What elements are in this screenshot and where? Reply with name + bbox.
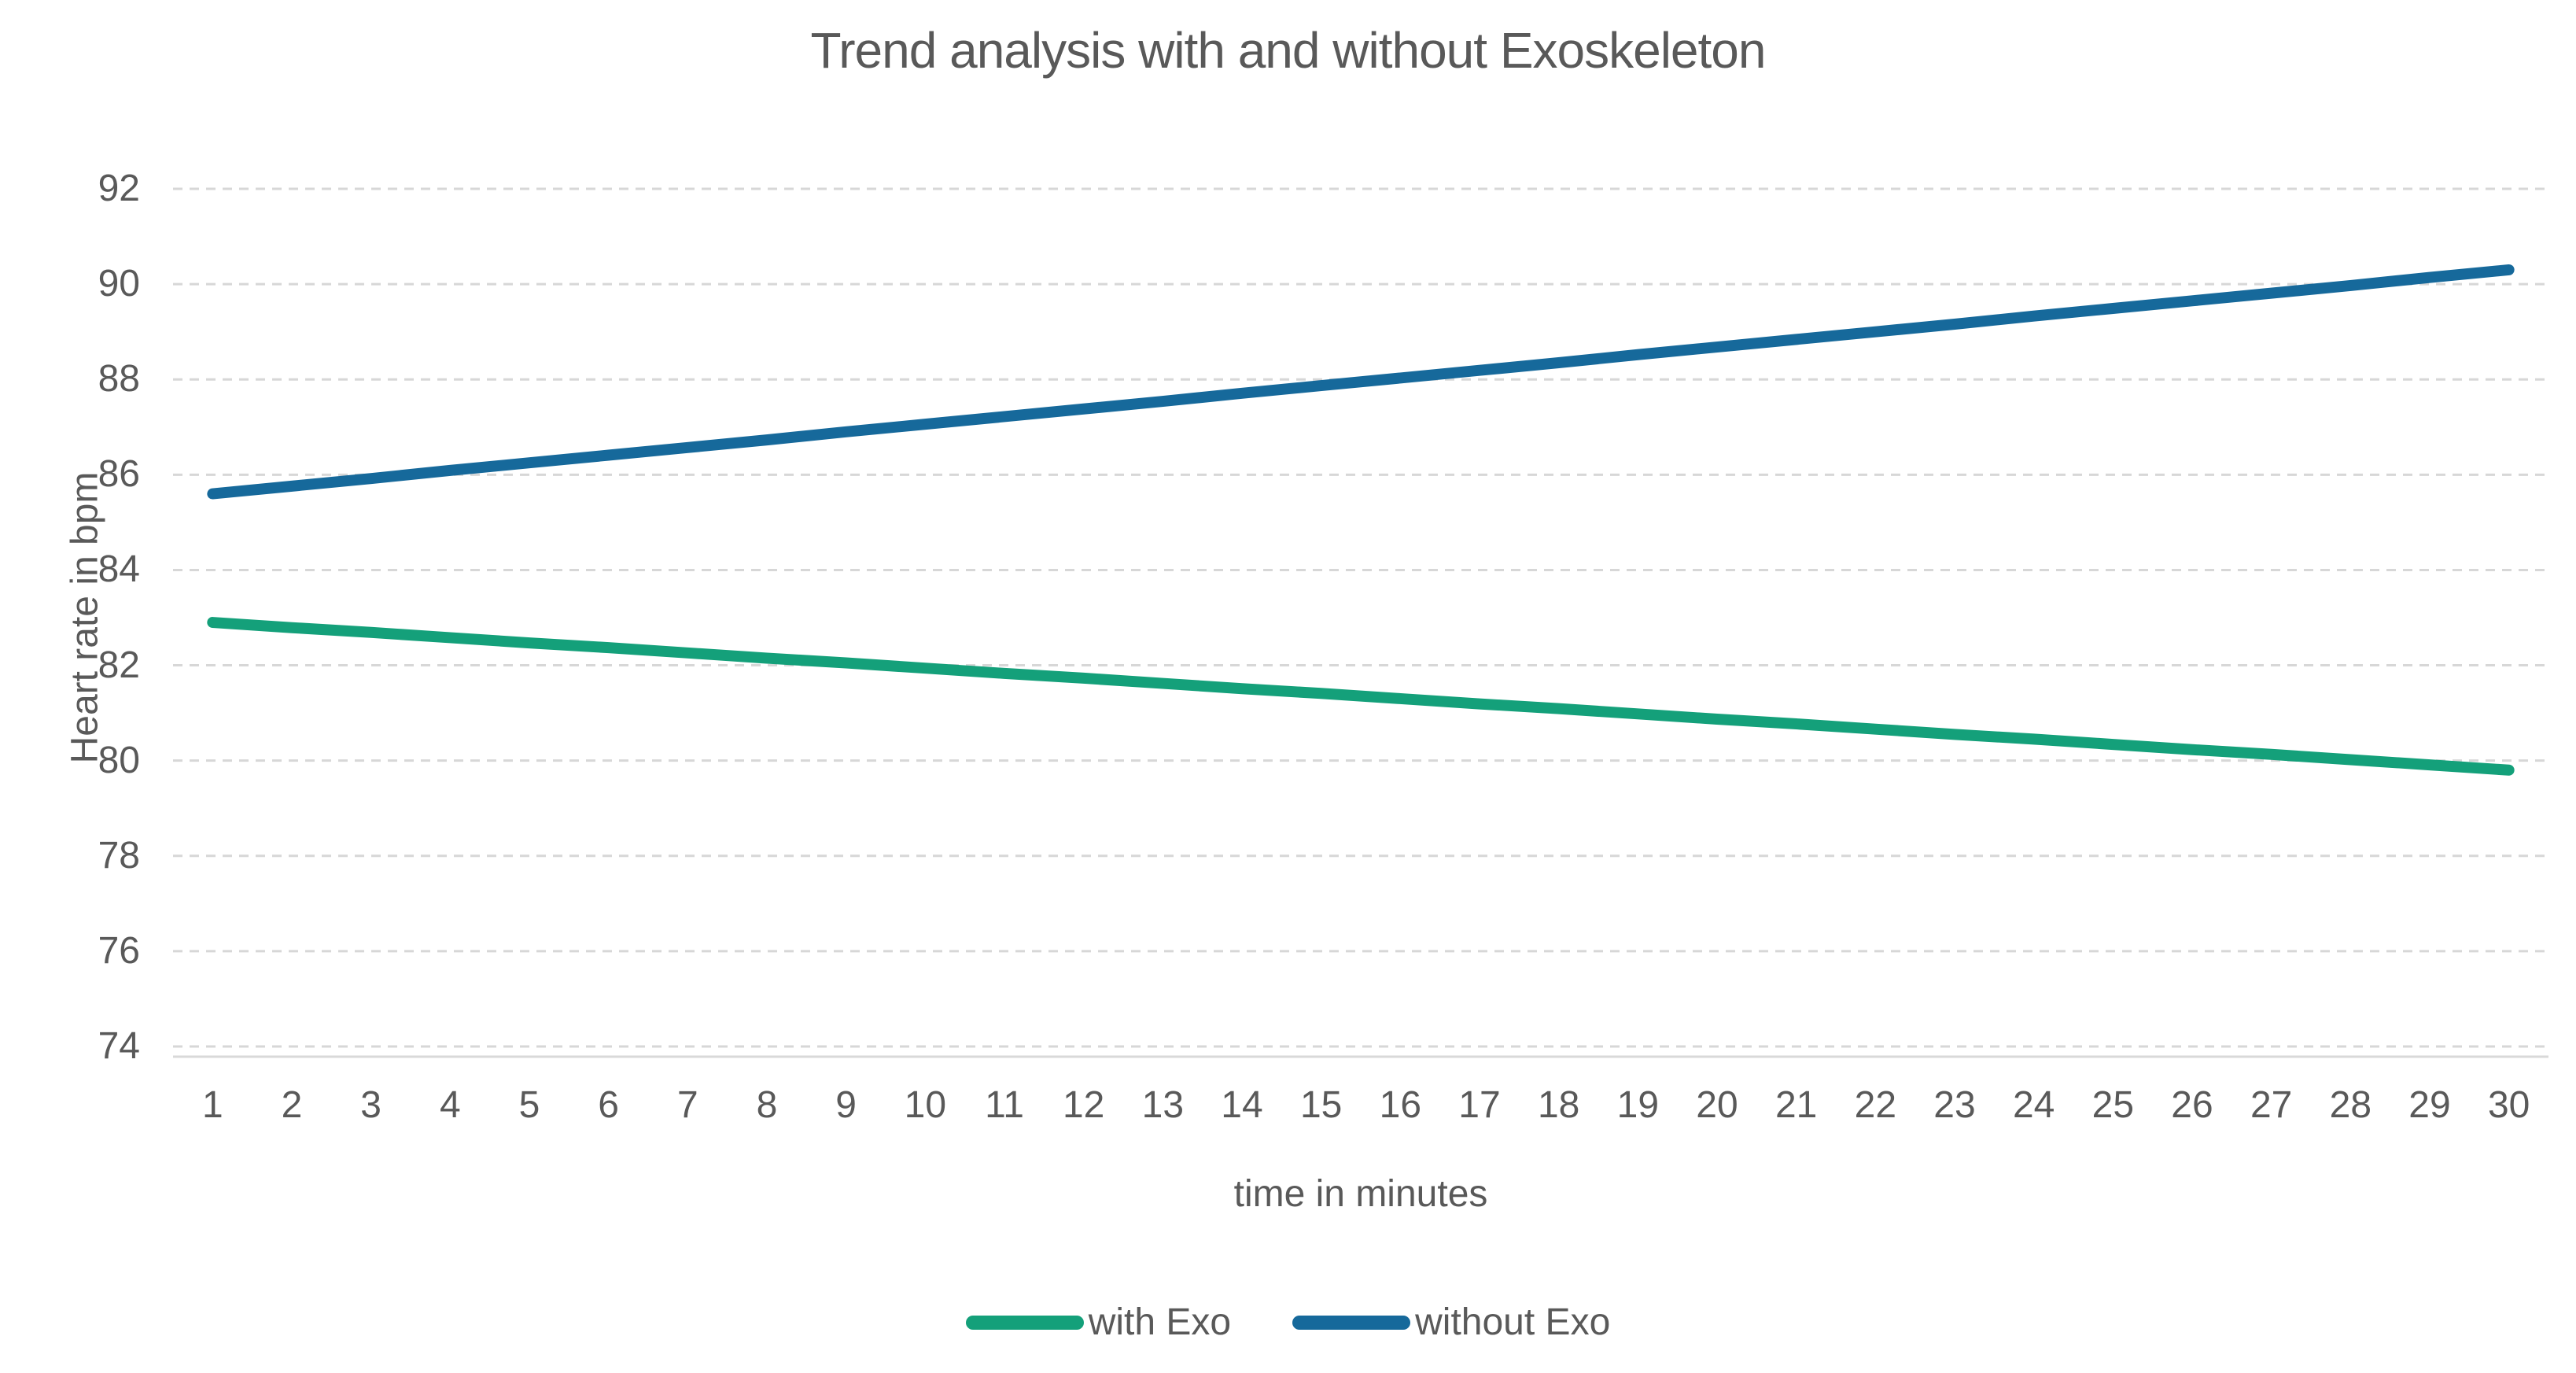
series-line-without-exo xyxy=(207,264,2515,500)
x-tick-label: 10 xyxy=(904,1084,947,1126)
x-tick-label: 11 xyxy=(985,1084,1024,1126)
x-tick-label: 7 xyxy=(676,1084,698,1126)
legend: with Exo without Exo xyxy=(0,1302,2576,1343)
x-tick-label: 23 xyxy=(1933,1084,1976,1126)
legend-swatch xyxy=(1292,1316,1411,1330)
x-tick-label: 30 xyxy=(2487,1084,2530,1126)
legend-item-without-exo: without Exo xyxy=(1292,1302,1610,1343)
x-tick-label: 27 xyxy=(2250,1084,2293,1126)
legend-item-with-exo: with Exo xyxy=(965,1301,1232,1343)
x-tick-label: 17 xyxy=(1458,1084,1501,1126)
y-axis-title: Heart rate in bpm xyxy=(64,471,106,764)
y-tick-label: 86 xyxy=(98,453,140,496)
legend-swatch xyxy=(965,1316,1084,1330)
x-tick-label: 16 xyxy=(1379,1084,1422,1126)
x-tick-label: 20 xyxy=(1696,1084,1738,1126)
chart-title: Trend analysis with and without Exoskele… xyxy=(810,22,1767,79)
x-tick-label: 1 xyxy=(201,1084,223,1126)
y-tick-label: 78 xyxy=(98,834,140,877)
x-tick-label: 24 xyxy=(2012,1084,2055,1126)
x-tick-label: 3 xyxy=(360,1084,381,1126)
x-tick-label: 29 xyxy=(2408,1084,2451,1126)
legend-label: without Exo xyxy=(1415,1301,1611,1343)
x-tick-label: 18 xyxy=(1537,1084,1580,1126)
series-line-with-exo xyxy=(207,617,2515,776)
x-tick-label: 6 xyxy=(598,1084,619,1126)
x-tick-label: 22 xyxy=(1854,1084,1897,1126)
y-tick-label: 88 xyxy=(98,358,140,400)
y-tick-label: 92 xyxy=(98,168,140,209)
legend-label: with Exo xyxy=(1088,1301,1232,1343)
y-tick-label: 84 xyxy=(98,548,140,591)
x-axis-title: time in minutes xyxy=(1233,1173,1488,1215)
x-tick-label: 21 xyxy=(1774,1084,1818,1126)
x-tick-label: 2 xyxy=(281,1084,303,1126)
x-tick-label: 8 xyxy=(756,1084,778,1126)
y-tick-label: 82 xyxy=(98,644,140,686)
x-tick-label: 19 xyxy=(1616,1084,1660,1126)
x-tick-label: 14 xyxy=(1221,1084,1263,1126)
x-tick-label: 26 xyxy=(2171,1084,2213,1126)
x-tick-label: 12 xyxy=(1062,1084,1105,1126)
x-tick-label: 4 xyxy=(439,1084,461,1126)
x-tick-label: 28 xyxy=(2329,1084,2372,1126)
x-tick-label: 13 xyxy=(1141,1084,1185,1126)
x-tick-label: 9 xyxy=(835,1084,857,1126)
x-tick-label: 25 xyxy=(2091,1084,2135,1126)
x-tick-label: 5 xyxy=(518,1084,540,1126)
y-tick-label: 90 xyxy=(98,263,140,305)
x-tick-label: 15 xyxy=(1299,1084,1343,1126)
y-tick-label: 76 xyxy=(98,929,140,972)
y-tick-label: 80 xyxy=(98,739,140,781)
y-tick-label: 74 xyxy=(98,1025,140,1067)
